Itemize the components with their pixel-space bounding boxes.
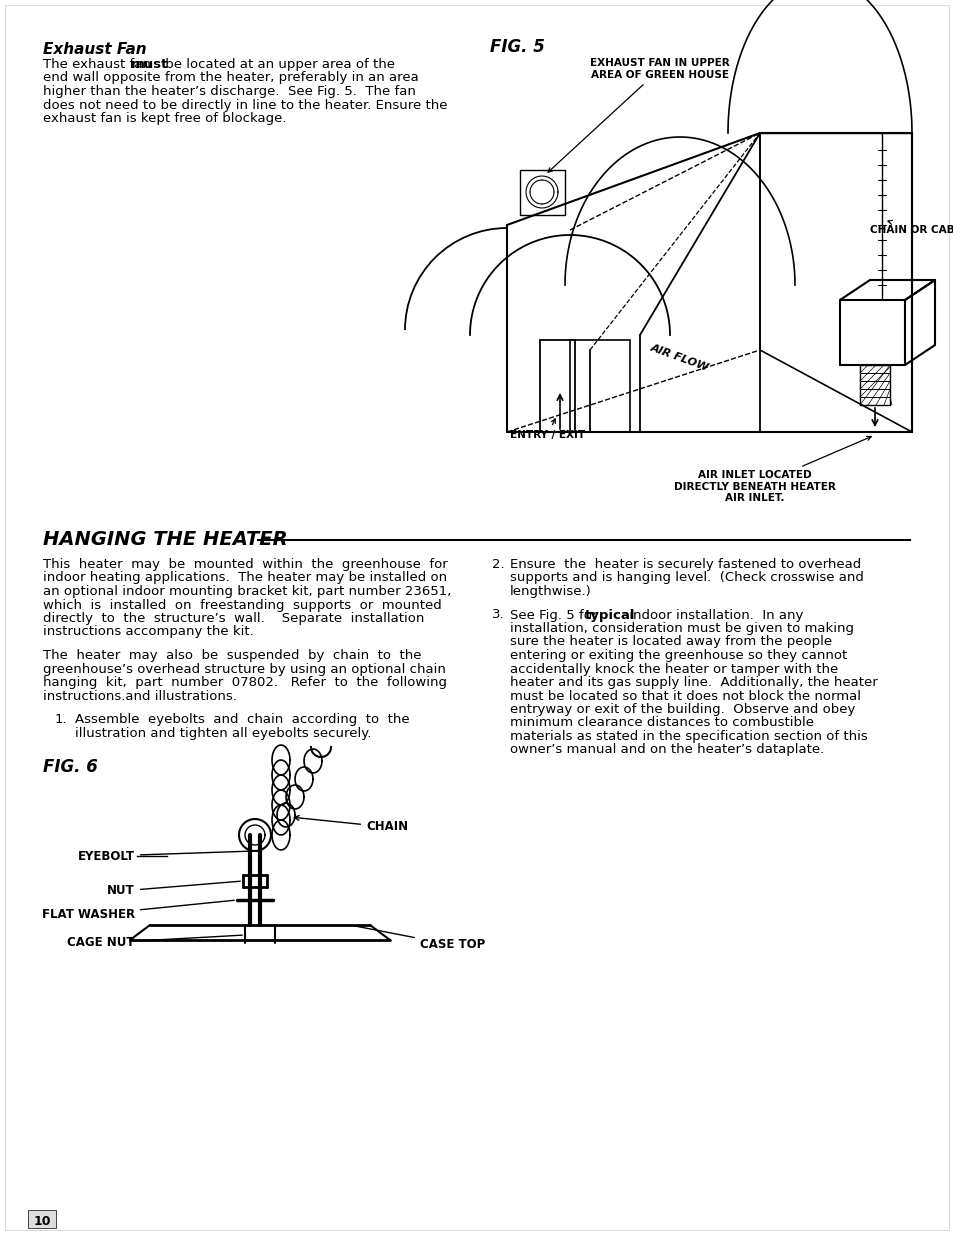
Text: accidentally knock the heater or tamper with the: accidentally knock the heater or tamper …: [510, 662, 838, 676]
Text: higher than the heater’s discharge.  See Fig. 5.  The fan: higher than the heater’s discharge. See …: [43, 85, 416, 98]
Text: 1.: 1.: [55, 713, 68, 726]
Text: instructions.and illustrations.: instructions.and illustrations.: [43, 689, 236, 703]
Text: typical: typical: [584, 609, 635, 621]
Text: NUT: NUT: [107, 882, 240, 898]
Text: Assemble  eyebolts  and  chain  according  to  the: Assemble eyebolts and chain according to…: [75, 713, 409, 726]
Text: CHAIN OR CABLE: CHAIN OR CABLE: [869, 220, 953, 235]
Text: 2.: 2.: [492, 558, 504, 571]
Text: end wall opposite from the heater, preferably in an area: end wall opposite from the heater, prefe…: [43, 72, 418, 84]
Text: greenhouse’s overhead structure by using an optional chain: greenhouse’s overhead structure by using…: [43, 662, 445, 676]
Text: instructions accompany the kit.: instructions accompany the kit.: [43, 625, 253, 638]
Text: heater and its gas supply line.  Additionally, the heater: heater and its gas supply line. Addition…: [510, 676, 877, 689]
Text: 10: 10: [33, 1215, 51, 1228]
Text: must: must: [131, 58, 168, 70]
Text: owner’s manual and on the heater’s dataplate.: owner’s manual and on the heater’s datap…: [510, 743, 823, 757]
Text: FIG. 6: FIG. 6: [43, 758, 98, 776]
Text: entryway or exit of the building.  Observe and obey: entryway or exit of the building. Observ…: [510, 703, 855, 716]
Text: minimum clearance distances to combustible: minimum clearance distances to combustib…: [510, 716, 813, 730]
Text: lengthwise.): lengthwise.): [510, 585, 591, 598]
Text: See Fig. 5 for: See Fig. 5 for: [510, 609, 601, 621]
Text: Ensure  the  heater is securely fastened to overhead: Ensure the heater is securely fastened t…: [510, 558, 861, 571]
Text: installation, consideration must be given to making: installation, consideration must be give…: [510, 622, 853, 635]
Text: This  heater  may  be  mounted  within  the  greenhouse  for: This heater may be mounted within the gr…: [43, 558, 447, 571]
Text: FLAT WASHER: FLAT WASHER: [42, 900, 234, 921]
Text: The  heater  may  also  be  suspended  by  chain  to  the: The heater may also be suspended by chai…: [43, 650, 421, 662]
Text: 3.: 3.: [492, 609, 504, 621]
Text: The exhaust fan: The exhaust fan: [43, 58, 155, 70]
Text: CASE TOP: CASE TOP: [353, 925, 485, 951]
Text: directly  to  the  structure’s  wall.    Separate  installation: directly to the structure’s wall. Separa…: [43, 613, 424, 625]
Text: entering or exiting the greenhouse so they cannot: entering or exiting the greenhouse so th…: [510, 650, 846, 662]
Text: hanging  kit,  part  number  07802.   Refer  to  the  following: hanging kit, part number 07802. Refer to…: [43, 676, 447, 689]
Text: must be located so that it does not block the normal: must be located so that it does not bloc…: [510, 689, 861, 703]
Text: be located at an upper area of the: be located at an upper area of the: [161, 58, 395, 70]
Text: an optional indoor mounting bracket kit, part number 23651,: an optional indoor mounting bracket kit,…: [43, 585, 451, 598]
Text: EXHAUST FAN IN UPPER
AREA OF GREEN HOUSE: EXHAUST FAN IN UPPER AREA OF GREEN HOUSE: [548, 58, 729, 172]
Text: indoor installation.  In any: indoor installation. In any: [624, 609, 802, 621]
Text: materials as stated in the specification section of this: materials as stated in the specification…: [510, 730, 867, 743]
Text: does not need to be directly in line to the heater. Ensure the: does not need to be directly in line to …: [43, 99, 447, 111]
Bar: [28, 1210, 56, 1228]
Text: CHAIN: CHAIN: [294, 815, 408, 834]
Text: Exhaust Fan: Exhaust Fan: [43, 42, 147, 57]
Text: AIR INLET LOCATED
DIRECTLY BENEATH HEATER
AIR INLET.: AIR INLET LOCATED DIRECTLY BENEATH HEATE…: [674, 436, 870, 503]
Text: indoor heating applications.  The heater may be installed on: indoor heating applications. The heater …: [43, 572, 447, 584]
Text: FIG. 5: FIG. 5: [490, 38, 544, 56]
Text: CAGE NUT: CAGE NUT: [68, 935, 242, 950]
Text: sure the heater is located away from the people: sure the heater is located away from the…: [510, 636, 831, 648]
Text: illustration and tighten all eyebolts securely.: illustration and tighten all eyebolts se…: [75, 726, 371, 740]
Text: HANGING THE HEATER: HANGING THE HEATER: [43, 530, 287, 550]
Text: which  is  installed  on  freestanding  supports  or  mounted: which is installed on freestanding suppo…: [43, 599, 441, 611]
Text: EYEBOLT: EYEBOLT: [78, 850, 252, 862]
Text: AIR FLOW: AIR FLOW: [649, 343, 710, 373]
Text: exhaust fan is kept free of blockage.: exhaust fan is kept free of blockage.: [43, 112, 286, 125]
Text: supports and is hanging level.  (Check crosswise and: supports and is hanging level. (Check cr…: [510, 572, 863, 584]
Text: ENTRY / EXIT: ENTRY / EXIT: [510, 419, 584, 440]
